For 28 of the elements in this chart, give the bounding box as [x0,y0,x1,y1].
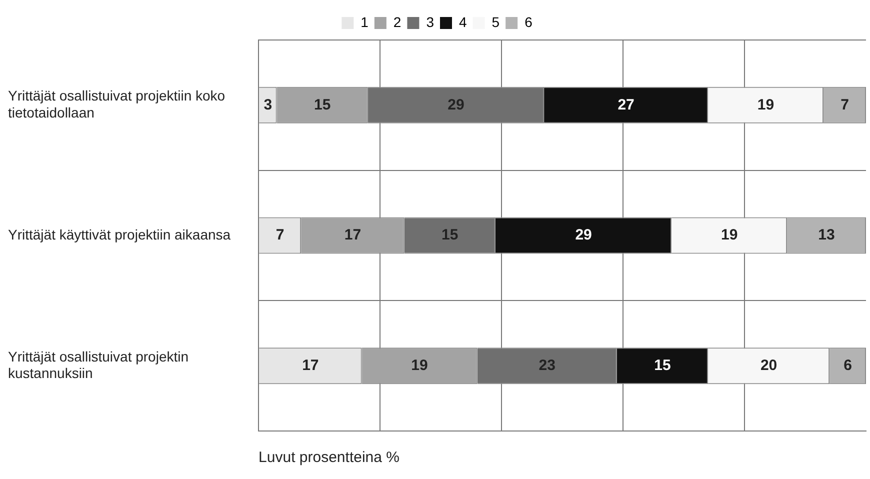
data-label: 19 [411,356,428,374]
data-label: 7 [840,96,849,114]
legend-label: 3 [426,14,434,30]
data-label: 6 [844,356,852,374]
data-label: 15 [654,356,671,374]
legend-label: 1 [360,14,369,30]
y-tick-label: Yrittäjät osallistuivat projektiin koko tietotaidollaan [8,88,226,120]
legend-label: 2 [393,14,402,30]
legend-label: 6 [524,14,533,30]
data-label: 15 [442,226,458,244]
data-label: 3 [264,96,272,114]
data-label: 20 [760,356,778,374]
legend-label: 4 [459,14,467,30]
data-label: 17 [344,226,362,244]
x-axis-title: Luvut prosentteina % [258,449,400,466]
data-label: 19 [757,96,774,114]
data-label: 19 [720,226,738,244]
data-label: 15 [314,96,331,114]
legend-label: 5 [492,14,500,30]
data-label: 29 [575,226,592,244]
data-label: 27 [618,96,634,114]
y-tick-label: Yrittäjät käyttivät projektiin aikaansa [8,226,231,242]
y-tick-label: Yrittäjät osallistuivat projektin kustannuksiin [8,348,189,382]
data-label: 17 [302,356,319,374]
data-label: 13 [818,226,835,244]
data-label: 29 [448,96,464,114]
data-label: 23 [538,356,556,374]
data-label: 7 [276,226,284,244]
